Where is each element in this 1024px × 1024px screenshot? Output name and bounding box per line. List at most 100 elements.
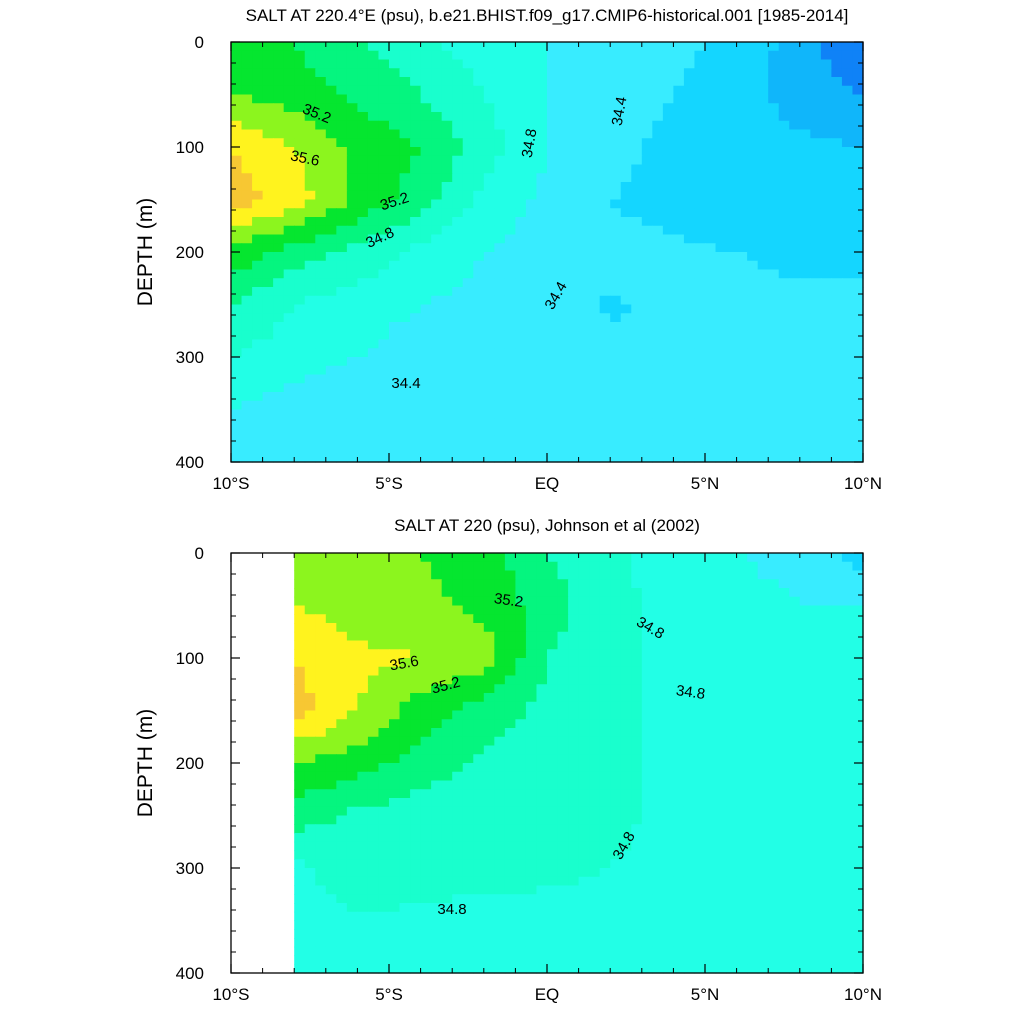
salinity-cell xyxy=(799,427,811,437)
salinity-cell xyxy=(262,120,274,131)
salinity-cell xyxy=(273,400,285,411)
salinity-cell xyxy=(726,605,738,615)
salinity-cell xyxy=(810,392,822,402)
salinity-cell xyxy=(799,339,811,349)
salinity-cell xyxy=(726,684,738,694)
salinity-cell xyxy=(420,649,432,659)
salinity-cell xyxy=(820,623,832,633)
salinity-cell xyxy=(631,640,643,650)
salinity-cell xyxy=(599,234,611,244)
salinity-cell xyxy=(831,409,843,419)
salinity-cell xyxy=(494,269,506,279)
salinity-cell xyxy=(694,164,706,174)
salinity-cell xyxy=(652,182,664,192)
salinity-cell xyxy=(399,789,411,799)
salinity-cell xyxy=(820,120,832,131)
salinity-cell xyxy=(852,50,864,61)
salinity-cell xyxy=(652,42,664,52)
salinity-cell xyxy=(367,295,380,306)
salinity-cell xyxy=(399,614,411,624)
salinity-cell xyxy=(504,348,516,358)
salinity-cell xyxy=(262,295,274,306)
salinity-cell xyxy=(420,868,432,878)
salinity-cell xyxy=(536,252,548,262)
salinity-cell xyxy=(252,322,264,332)
salinity-cell xyxy=(294,59,306,69)
salinity-cell xyxy=(705,409,717,419)
salinity-cell xyxy=(452,217,464,227)
salinity-cell xyxy=(273,129,285,139)
salinity-cell xyxy=(662,252,674,262)
salinity-cell xyxy=(283,295,295,306)
salinity-cell xyxy=(231,103,243,113)
salinity-cell xyxy=(399,304,411,314)
salinity-cell xyxy=(336,780,348,790)
salinity-cell xyxy=(462,208,474,218)
salinity-cell xyxy=(336,453,348,463)
salinity-cell xyxy=(841,780,854,790)
salinity-cell xyxy=(557,427,569,437)
salinity-cell xyxy=(410,287,422,297)
salinity-cell xyxy=(525,631,538,642)
salinity-cell xyxy=(841,208,854,218)
salinity-cell xyxy=(578,42,590,52)
salinity-cell xyxy=(420,164,432,174)
salinity-cell xyxy=(768,675,780,685)
salinity-cell xyxy=(705,278,717,288)
salinity-cell xyxy=(768,623,780,633)
salinity-cell xyxy=(431,330,443,341)
salinity-cell xyxy=(778,304,790,314)
salinity-cell xyxy=(820,199,832,209)
salinity-cell xyxy=(610,190,622,201)
salinity-cell xyxy=(778,260,790,271)
salinity-cell xyxy=(620,278,632,288)
salinity-cell xyxy=(262,339,274,349)
salinity-cell xyxy=(736,771,748,782)
salinity-cell xyxy=(831,763,843,773)
salinity-cell xyxy=(799,94,811,104)
salinity-cell xyxy=(810,754,822,764)
salinity-cell xyxy=(705,631,717,642)
salinity-cell xyxy=(315,588,327,598)
salinity-cell xyxy=(420,217,432,227)
salinity-cell xyxy=(547,553,559,563)
salinity-cell xyxy=(715,225,727,236)
salinity-cell xyxy=(420,147,432,157)
salinity-cell xyxy=(252,252,264,262)
salinity-cell xyxy=(483,588,495,598)
salinity-cell xyxy=(841,260,854,271)
salinity-cell xyxy=(536,666,548,677)
salinity-cell xyxy=(473,287,485,297)
salinity-cell xyxy=(452,409,464,419)
salinity-cell xyxy=(294,217,306,227)
salinity-cell xyxy=(399,798,411,808)
salinity-cell xyxy=(452,675,464,685)
salinity-cell xyxy=(473,453,485,463)
salinity-cell xyxy=(483,374,495,384)
salinity-cell xyxy=(768,453,780,463)
salinity-cell xyxy=(441,50,453,61)
salinity-cell xyxy=(736,374,748,384)
salinity-cell xyxy=(325,383,337,393)
salinity-cell xyxy=(631,252,643,262)
salinity-cell xyxy=(568,77,580,87)
salinity-cell xyxy=(747,348,759,358)
salinity-cell xyxy=(473,182,485,192)
salinity-cell xyxy=(610,94,622,104)
salinity-cell xyxy=(810,666,822,677)
salinity-cell xyxy=(420,763,432,773)
salinity-cell xyxy=(789,278,801,288)
salinity-cell xyxy=(336,287,348,297)
salinity-cell xyxy=(452,693,464,703)
salinity-cell xyxy=(304,561,316,572)
salinity-cell xyxy=(494,392,506,402)
salinity-cell xyxy=(568,365,580,376)
salinity-cell xyxy=(346,217,358,227)
salinity-cell xyxy=(820,50,832,61)
salinity-cell xyxy=(673,553,685,563)
salinity-cell xyxy=(367,59,380,69)
salinity-cell xyxy=(641,640,653,650)
salinity-cell xyxy=(768,304,780,314)
salinity-cell xyxy=(420,138,432,148)
salinity-cell xyxy=(694,112,706,122)
